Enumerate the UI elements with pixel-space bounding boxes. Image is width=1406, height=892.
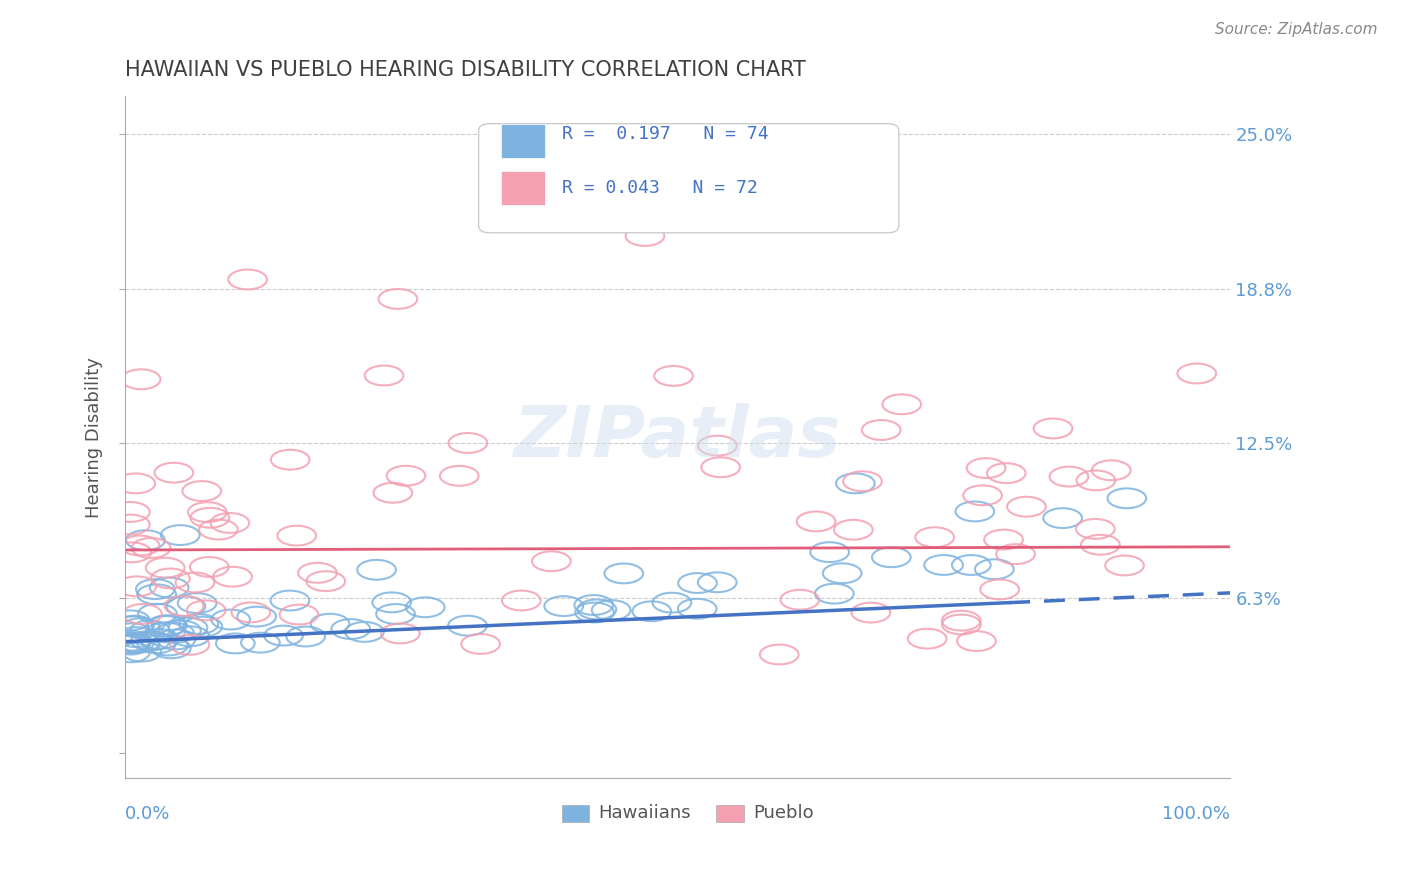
Text: Hawaiians: Hawaiians [598, 805, 690, 822]
Text: 0.0%: 0.0% [125, 805, 170, 823]
Text: HAWAIIAN VS PUEBLO HEARING DISABILITY CORRELATION CHART: HAWAIIAN VS PUEBLO HEARING DISABILITY CO… [125, 60, 806, 79]
Text: 100.0%: 100.0% [1163, 805, 1230, 823]
FancyBboxPatch shape [501, 171, 546, 205]
Text: R = 0.043   N = 72: R = 0.043 N = 72 [561, 179, 758, 197]
Text: ZIPatlas: ZIPatlas [515, 402, 841, 472]
Text: Source: ZipAtlas.com: Source: ZipAtlas.com [1215, 22, 1378, 37]
Y-axis label: Hearing Disability: Hearing Disability [86, 357, 103, 517]
FancyBboxPatch shape [501, 124, 546, 158]
FancyBboxPatch shape [478, 124, 898, 233]
Text: R =  0.197   N = 74: R = 0.197 N = 74 [561, 125, 768, 143]
FancyBboxPatch shape [716, 805, 744, 822]
Text: Pueblo: Pueblo [752, 805, 814, 822]
FancyBboxPatch shape [561, 805, 589, 822]
